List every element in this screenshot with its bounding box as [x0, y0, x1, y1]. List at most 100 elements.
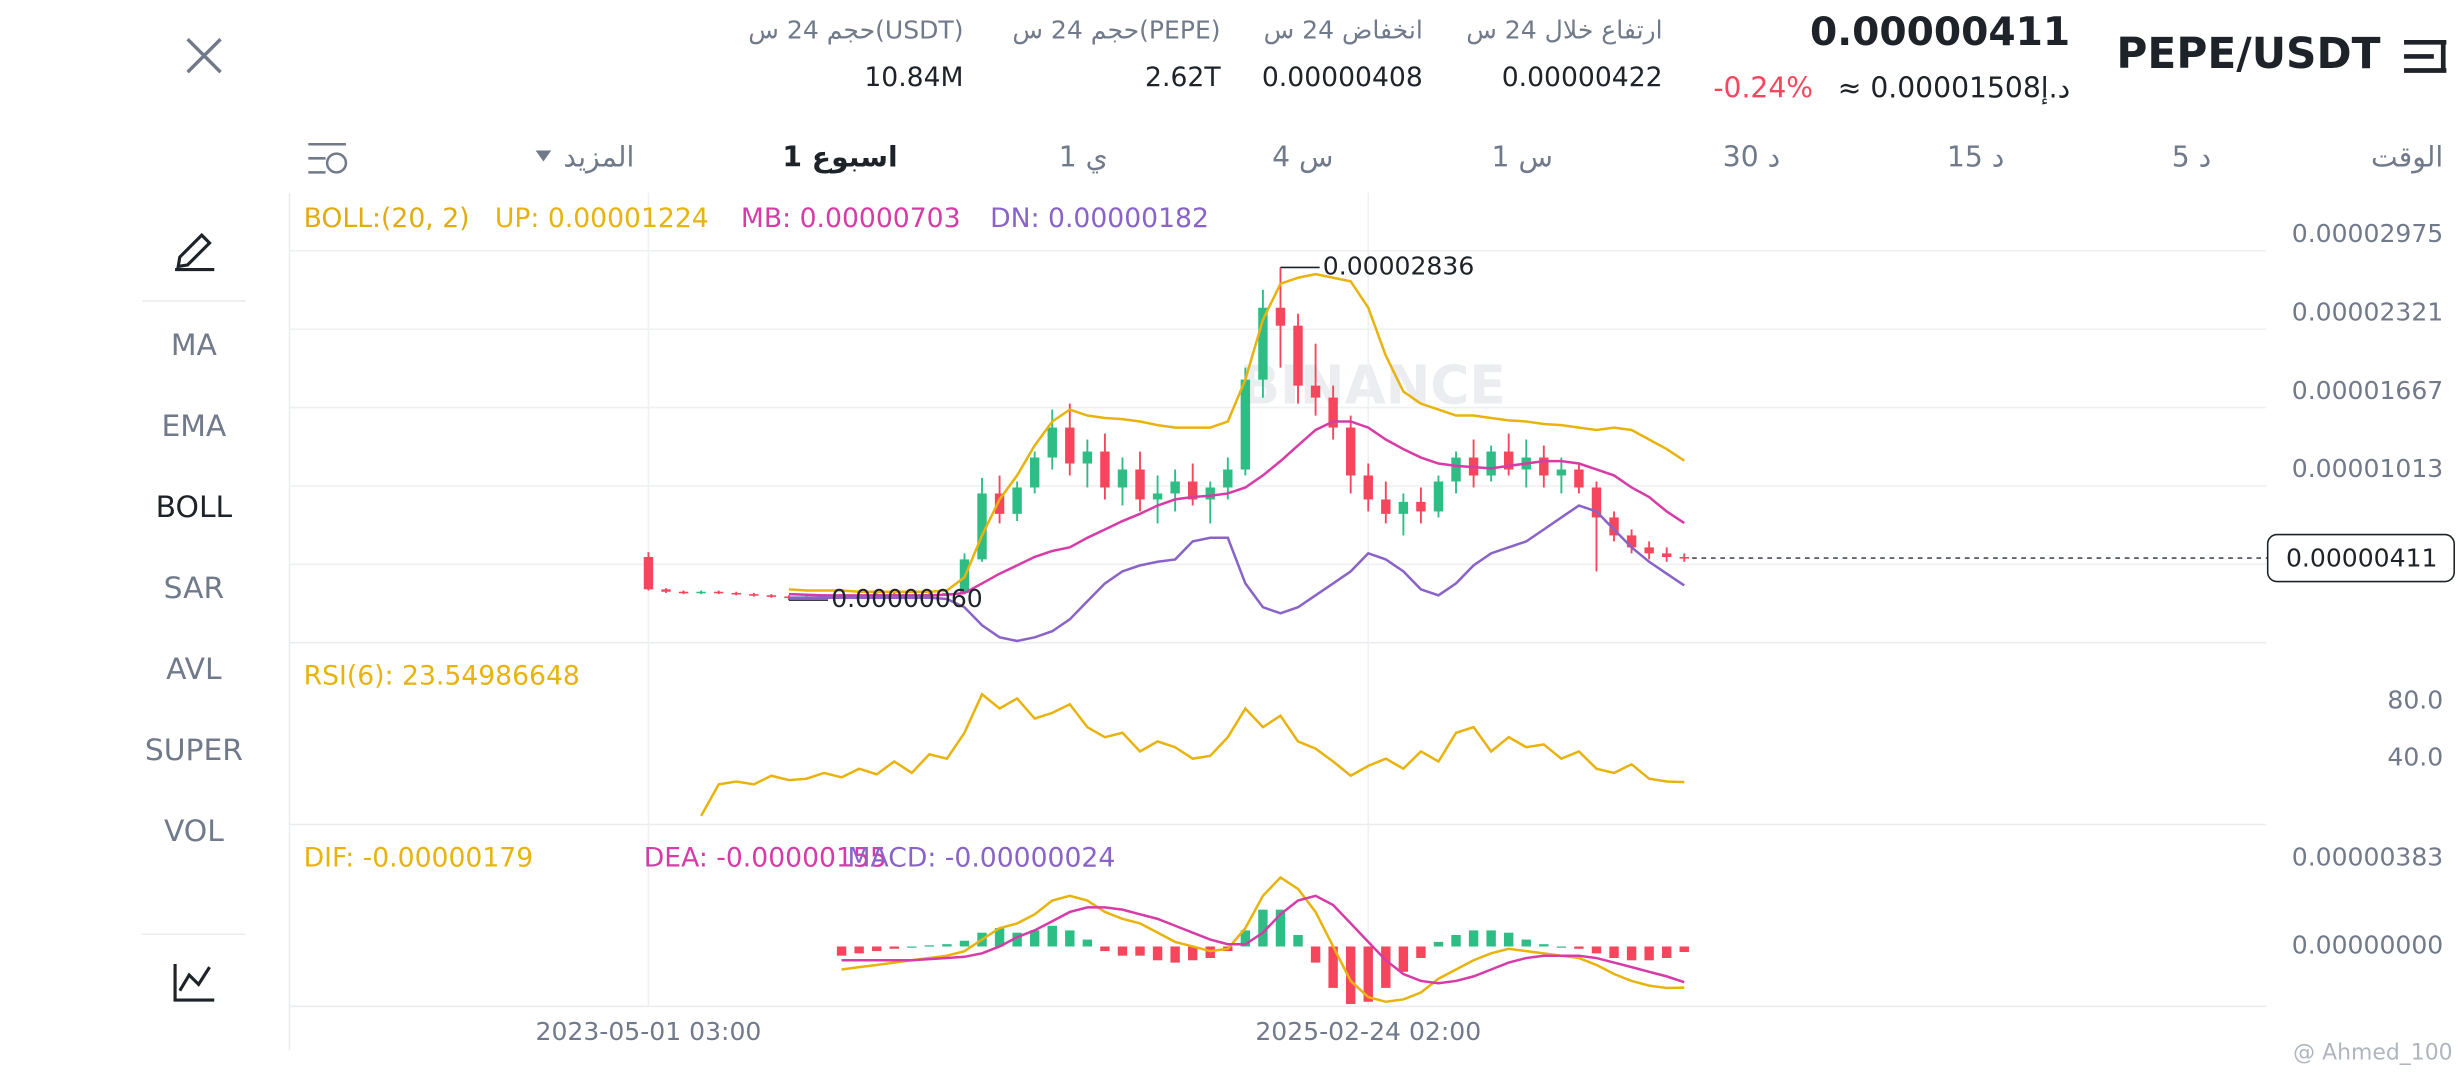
macd-bar: [1345, 946, 1356, 1005]
chart-icon-line: [178, 966, 211, 992]
timeframe[interactable]: 30 د: [1723, 140, 1780, 173]
chart-type-button[interactable]: [173, 964, 215, 1002]
macd-bar: [1135, 946, 1145, 956]
candle-body: [1574, 469, 1584, 488]
macd-bar: [1117, 946, 1128, 956]
legend-entry: MACD: -0.00000024: [848, 842, 1116, 873]
close-icon: [186, 37, 222, 74]
stats: ارتفاع خلال 24 س 0.00000422 انخفاض 24 س 0.0…: [748, 15, 1662, 93]
indicator-line: [841, 875, 1685, 1004]
candle-body: [1486, 451, 1496, 476]
timeframe[interactable]: الوقت: [2371, 140, 2443, 173]
close-button[interactable]: [186, 37, 222, 74]
candle-body: [1029, 457, 1040, 488]
stat-label: ارتفاع خلال 24 س: [1466, 15, 1662, 44]
y-tick-label: 0.00002321: [2292, 298, 2443, 327]
timeframe[interactable]: 1 س: [1492, 140, 1553, 173]
indicator-line: [700, 692, 1685, 817]
candle-body: [1398, 501, 1409, 514]
price: 0.00000411: [1810, 10, 2070, 55]
candle-body: [749, 594, 759, 596]
macd-bar: [1065, 930, 1075, 947]
candle-body: [1240, 379, 1251, 470]
timeframe[interactable]: 15 د: [1947, 140, 2004, 173]
last-price-label: 0.00000411: [2286, 544, 2437, 573]
candle-body: [731, 592, 741, 595]
macd-bar: [959, 940, 970, 947]
macd-bar: [1258, 909, 1268, 947]
timeframe[interactable]: المزيد: [563, 140, 634, 173]
y-tick-label: 40.0: [2387, 743, 2443, 772]
pencil-icon: [176, 232, 212, 269]
candle-body: [1100, 451, 1110, 488]
candle-body: [1258, 307, 1268, 380]
timeframes: الوقت 5 د 15 د 30 د 1 س 4 س 1 ي 1 اسبوع المزيد: [563, 140, 2443, 173]
macd-bar: [1609, 946, 1619, 958]
candle-body: [1679, 556, 1689, 559]
indicator[interactable]: EMA: [161, 409, 226, 444]
indicator[interactable]: SUPER: [145, 733, 243, 768]
candle-body: [1012, 487, 1022, 514]
y-tick-label: 0.00000000: [2292, 930, 2443, 959]
candle-body: [1539, 457, 1549, 476]
x-tick-label: 2023-05-01 03:00: [536, 1017, 762, 1046]
indicator[interactable]: SAR: [164, 571, 225, 606]
candle-body: [1433, 481, 1444, 512]
timeframe[interactable]: 4 س: [1272, 140, 1333, 173]
annotation-label: 0.00002836: [1323, 251, 1474, 280]
candle-body: [1187, 481, 1198, 500]
candle-body: [1135, 469, 1145, 500]
draw-tool[interactable]: [175, 232, 215, 272]
candle-body: [1662, 553, 1672, 557]
macd-bar: [1662, 946, 1672, 958]
indicator[interactable]: VOL: [164, 814, 224, 849]
y-tick-label: 80.0: [2387, 685, 2443, 714]
timeframe[interactable]: 1 ي: [1059, 140, 1108, 173]
macd-bar: [871, 946, 882, 952]
legend-entry: RSI(6): 23.54986648: [304, 661, 580, 692]
macd-bar: [854, 946, 864, 954]
candle-body: [1170, 481, 1180, 494]
macd-bar: [1240, 930, 1251, 947]
indicator[interactable]: BOLL: [156, 490, 233, 525]
candle-body: [1345, 427, 1356, 476]
plot: 2023-05-01 03:00 2025-02-24 02:00 0.000029…: [289, 192, 2455, 1046]
macd-bar: [1082, 939, 1093, 947]
macd-bar: [1363, 946, 1373, 1002]
candle-body: [1451, 457, 1461, 482]
macd-bar: [1626, 946, 1637, 961]
timeframe[interactable]: 1 اسبوع: [782, 140, 897, 173]
candle-body: [1065, 427, 1075, 464]
settings-icon[interactable]: [308, 142, 348, 174]
y-tick-label: 0.00001667: [2292, 376, 2443, 405]
candle-body: [1591, 487, 1602, 518]
candle-body: [696, 591, 706, 594]
y-tick-label: 0.00001013: [2292, 454, 2443, 483]
macd-bar: [1486, 930, 1496, 947]
candle-body: [1381, 499, 1391, 514]
macd-bar: [1556, 946, 1567, 948]
stat-value: 2.62T: [1145, 62, 1221, 93]
indicator[interactable]: MA: [171, 328, 218, 363]
menu-icon[interactable]: [2404, 39, 2447, 73]
candle-body: [678, 591, 689, 594]
timeframe[interactable]: 5 د: [2172, 140, 2211, 173]
candle-body: [1644, 547, 1654, 554]
indicator-line: [841, 894, 1685, 985]
last-price-box: [2266, 533, 2455, 583]
macd-bar: [889, 946, 899, 949]
candle-body: [1328, 397, 1338, 428]
candle-body: [1047, 427, 1057, 458]
macd-bar: [1100, 946, 1110, 952]
candle-body: [1609, 517, 1619, 536]
candle-body: [1556, 469, 1567, 476]
macd-bar: [1503, 932, 1514, 947]
x-tick-label: 2025-02-24 02:00: [1255, 1017, 1481, 1046]
candle-body: [1416, 501, 1426, 512]
stat-label: حجم 24 س(PEPE): [1012, 15, 1220, 45]
pair: PEPE/USDT: [2116, 29, 2380, 78]
candle-body: [1293, 325, 1303, 386]
indicator[interactable]: AVL: [166, 652, 222, 687]
